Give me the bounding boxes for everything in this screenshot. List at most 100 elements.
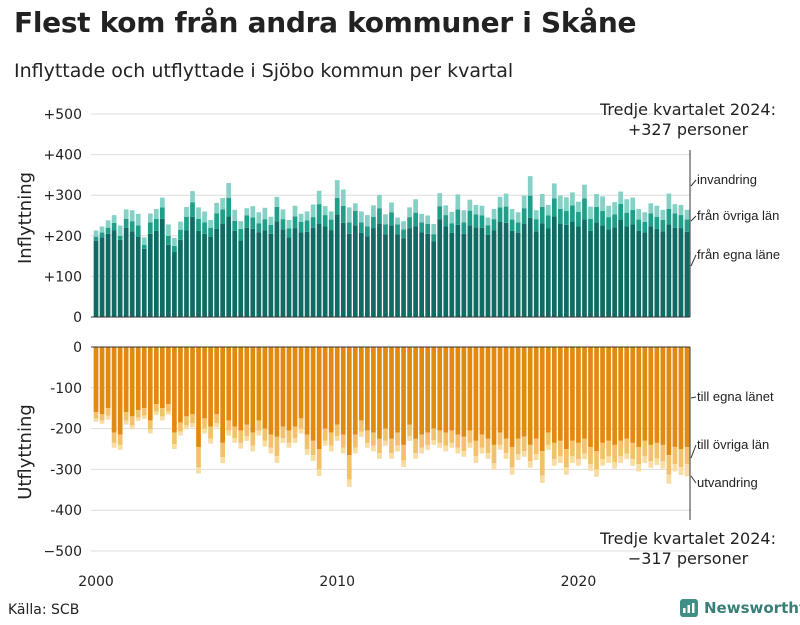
bar-in-1	[582, 198, 587, 220]
bar-out-0	[99, 347, 105, 415]
bar-in-1	[636, 219, 642, 231]
bar-in-2	[389, 202, 394, 213]
bar-out-2	[582, 453, 587, 460]
bar-out-1	[425, 432, 431, 445]
bar-in-0	[377, 223, 382, 317]
bar-in-0	[159, 218, 165, 317]
bar-out-0	[123, 347, 129, 413]
bar-out-1	[509, 446, 515, 468]
chart-subtitle: Inflyttade och utflyttade i Sjöbo kommun…	[14, 60, 514, 82]
bar-out-1	[250, 432, 256, 446]
bar-in-2	[202, 211, 207, 223]
bar-in-1	[491, 219, 497, 231]
bar-out-1	[238, 430, 244, 443]
bar-in-1	[684, 219, 690, 232]
bar-in-0	[503, 222, 509, 317]
bar-out-0	[666, 347, 672, 456]
bar-in-1	[358, 222, 364, 233]
bar-in-0	[280, 229, 286, 317]
bar-out-1	[365, 430, 370, 443]
bar-out-1	[190, 414, 195, 424]
bar-out-0	[208, 347, 213, 427]
bar-in-2	[190, 191, 195, 203]
bar-out-0	[117, 347, 123, 435]
bar-in-1	[93, 236, 99, 241]
bar-in-2	[304, 211, 310, 221]
bar-out-1	[551, 442, 557, 460]
bar-in-2	[425, 215, 431, 225]
bar-in-0	[461, 233, 467, 317]
bar-out-1	[99, 414, 105, 421]
bar-in-0	[425, 233, 431, 317]
bar-in-0	[473, 227, 479, 317]
bar-out-0	[431, 347, 437, 429]
bar-out-0	[371, 347, 376, 433]
bar-out-0	[262, 347, 268, 429]
bar-in-1	[539, 206, 545, 224]
bar-out-2	[220, 457, 226, 464]
note-top-line1: Tredje kvartalet 2024:	[599, 100, 776, 119]
y-tick-bottom: -200	[50, 422, 82, 438]
bar-out-2	[533, 454, 539, 461]
bar-out-2	[557, 456, 563, 463]
bar-in-1	[371, 216, 376, 229]
bar-in-2	[666, 193, 672, 210]
bar-in-2	[220, 198, 226, 210]
bar-in-0	[648, 226, 654, 317]
bar-in-0	[316, 223, 322, 317]
bar-out-2	[395, 445, 400, 452]
bar-out-0	[503, 347, 509, 439]
bar-out-1	[166, 404, 171, 412]
bar-in-2	[455, 194, 461, 210]
bar-out-2	[328, 445, 334, 452]
bar-in-2	[352, 203, 358, 212]
bar-in-2	[624, 199, 630, 213]
bar-in-0	[389, 225, 394, 317]
bar-out-2	[304, 449, 310, 455]
bar-in-2	[551, 183, 557, 199]
bar-in-0	[292, 228, 298, 317]
bar-in-1	[286, 228, 292, 238]
bar-in-0	[105, 233, 111, 317]
bar-in-0	[202, 233, 207, 317]
note-top-line2: +327 personer	[628, 120, 749, 139]
bar-in-2	[377, 194, 382, 209]
bar-out-0	[190, 347, 195, 415]
bar-in-0	[365, 236, 370, 317]
bar-out-2	[443, 445, 449, 452]
bar-out-2	[178, 431, 183, 436]
bar-in-0	[111, 230, 117, 317]
bar-out-1	[407, 424, 412, 436]
bar-out-0	[612, 347, 617, 445]
bar-out-2	[159, 416, 165, 421]
bar-out-1	[419, 434, 425, 448]
bar-in-1	[117, 235, 123, 240]
bar-out-1	[123, 412, 129, 421]
bar-in-1	[678, 215, 684, 229]
series-label-out: utvandring	[697, 475, 758, 490]
bar-in-1	[521, 208, 527, 224]
y-tick-bottom: −500	[44, 544, 82, 560]
bar-out-1	[328, 432, 334, 446]
bar-in-1	[111, 222, 117, 231]
bar-out-0	[202, 347, 207, 419]
bar-in-1	[208, 227, 213, 237]
y-tick-bottom: -100	[50, 381, 82, 397]
bar-out-0	[226, 347, 232, 421]
bar-in-0	[509, 230, 515, 317]
bar-out-1	[298, 418, 304, 429]
bar-in-0	[539, 223, 545, 317]
bar-out-2	[461, 451, 467, 457]
bar-in-0	[244, 227, 250, 317]
bar-out-2	[352, 447, 358, 454]
bar-out-0	[606, 347, 611, 441]
bar-out-2	[262, 440, 268, 447]
bar-out-2	[256, 430, 262, 436]
bar-out-0	[280, 347, 286, 427]
bar-out-2	[539, 475, 545, 483]
bar-in-1	[262, 219, 268, 231]
bar-out-2	[551, 459, 557, 466]
bar-out-2	[479, 447, 485, 454]
bar-in-1	[419, 222, 425, 233]
bar-in-2	[184, 206, 189, 217]
